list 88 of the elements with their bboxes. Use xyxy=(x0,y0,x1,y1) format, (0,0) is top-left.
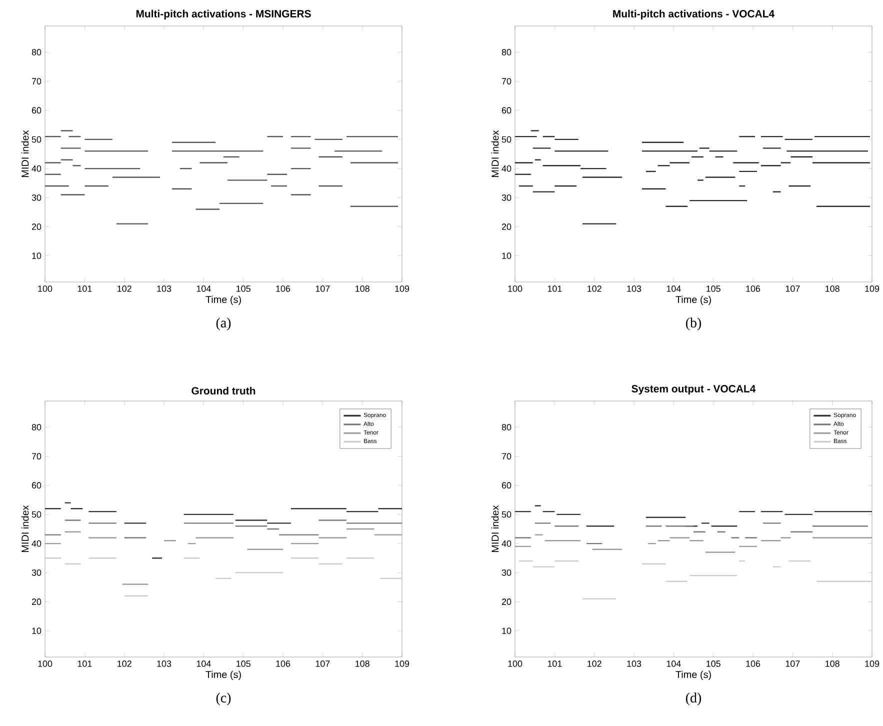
chart-title: Ground truth xyxy=(192,386,256,395)
y-tick-label: 10 xyxy=(32,252,42,259)
y-tick-label: 30 xyxy=(502,569,512,576)
x-tick-label: 106 xyxy=(276,286,290,292)
x-tick-label: 106 xyxy=(746,660,760,667)
x-axis-title: Time (s) xyxy=(676,670,711,680)
x-tick-label: 104 xyxy=(196,660,211,667)
text: (d) xyxy=(686,692,702,706)
y-tick-label: 80 xyxy=(32,49,42,56)
x-tick-label: 107 xyxy=(786,286,800,292)
y-tick-label: 70 xyxy=(502,453,512,460)
y-tick-label: 10 xyxy=(502,628,512,634)
x-tick-label: 100 xyxy=(508,286,522,292)
x-tick-label: 108 xyxy=(826,660,840,667)
x-tick-label: 105 xyxy=(236,286,250,292)
x-tick-label: 100 xyxy=(38,660,52,667)
y-tick-label: 80 xyxy=(32,424,42,430)
x-tick-label: 102 xyxy=(118,286,132,292)
y-tick-label: 40 xyxy=(32,165,42,172)
x-tick-label: 107 xyxy=(786,660,800,667)
x-tick-label: 103 xyxy=(157,660,172,667)
x-tick-label: 108 xyxy=(826,286,840,292)
x-tick-label: 100 xyxy=(38,286,52,292)
y-axis-title: MIDI index xyxy=(21,130,29,177)
y-tick-label: 40 xyxy=(502,540,512,547)
x-axis-title: Time (s) xyxy=(206,296,241,305)
x-tick-label: 106 xyxy=(746,286,760,292)
y-tick-label: 30 xyxy=(32,194,42,201)
x-tick-label: 104 xyxy=(666,286,681,292)
x-tick-label: 100 xyxy=(508,660,522,667)
y-tick-label: 50 xyxy=(32,136,42,143)
y-tick-label: 80 xyxy=(502,49,512,56)
x-tick-label: 109 xyxy=(865,660,880,667)
y-tick-label: 30 xyxy=(32,569,42,576)
y-tick-label: 70 xyxy=(32,78,42,84)
y-tick-label: 60 xyxy=(502,107,512,114)
chart-title: System output - VOCAL4 xyxy=(632,385,756,395)
y-tick-label: 20 xyxy=(502,224,512,230)
x-tick-label: 103 xyxy=(627,286,642,292)
text: (b) xyxy=(686,318,702,330)
x-tick-label: 108 xyxy=(356,660,370,667)
y-tick-label: 10 xyxy=(502,252,512,259)
y-tick-label: 20 xyxy=(502,598,512,605)
chart-title: Multi-pitch activations - MSINGERS xyxy=(136,10,311,20)
y-axis-title: MIDI index xyxy=(491,505,499,552)
y-tick-label: 60 xyxy=(32,107,42,114)
x-tick-label: 105 xyxy=(236,660,250,667)
x-tick-label: 101 xyxy=(548,286,562,292)
x-tick-label: 104 xyxy=(666,660,681,667)
y-tick-label: 10 xyxy=(32,628,42,634)
y-tick-label: 60 xyxy=(32,482,42,489)
text: (c) xyxy=(216,692,231,706)
x-tick-label: 108 xyxy=(356,286,370,292)
x-tick-label: 103 xyxy=(157,286,172,292)
y-tick-label: 50 xyxy=(502,511,512,518)
chart-title: Multi-pitch activations - VOCAL4 xyxy=(613,10,775,20)
x-tick-label: 109 xyxy=(395,660,410,667)
y-axis-title: MIDI index xyxy=(21,505,29,552)
x-tick-label: 109 xyxy=(865,286,880,292)
y-tick-label: 50 xyxy=(32,511,42,518)
x-tick-label: 107 xyxy=(316,286,330,292)
x-tick-label: 102 xyxy=(588,286,602,292)
y-tick-label: 40 xyxy=(502,165,512,172)
y-tick-label: 40 xyxy=(32,540,42,547)
x-tick-label: 107 xyxy=(316,660,330,667)
x-tick-label: 104 xyxy=(196,286,211,292)
x-tick-label: 109 xyxy=(395,286,410,292)
x-tick-label: 102 xyxy=(588,660,602,667)
x-axis-title: Time (s) xyxy=(676,296,711,305)
y-tick-label: 50 xyxy=(502,136,512,143)
y-tick-label: 30 xyxy=(502,194,512,201)
x-tick-label: 106 xyxy=(276,660,290,667)
x-tick-label: 105 xyxy=(706,660,720,667)
x-tick-label: 105 xyxy=(706,286,720,292)
text: (a) xyxy=(216,318,231,330)
x-axis-title: Time (s) xyxy=(206,670,241,680)
x-tick-label: 101 xyxy=(78,286,92,292)
x-tick-label: 101 xyxy=(78,660,92,667)
y-tick-label: 60 xyxy=(502,482,512,489)
x-tick-label: 102 xyxy=(118,660,132,667)
y-tick-label: 20 xyxy=(32,598,42,605)
y-axis-title: MIDI index xyxy=(491,130,499,177)
y-tick-label: 80 xyxy=(502,424,512,430)
y-tick-label: 70 xyxy=(502,78,512,84)
y-tick-label: 70 xyxy=(32,453,42,460)
x-tick-label: 101 xyxy=(548,660,562,667)
x-tick-label: 103 xyxy=(627,660,642,667)
y-tick-label: 20 xyxy=(32,224,42,230)
